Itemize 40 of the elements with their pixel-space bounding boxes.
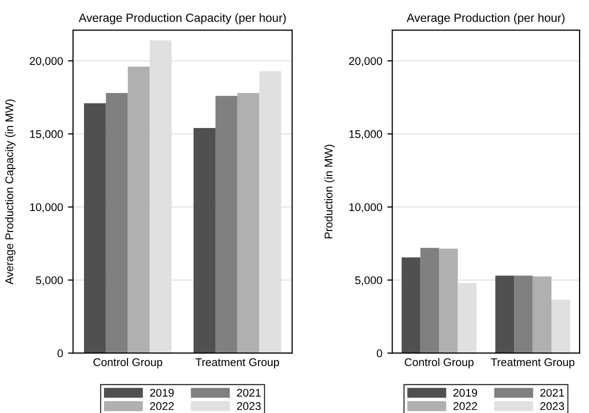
bar (495, 276, 514, 354)
x-tick-label: Treatment Group (490, 358, 574, 368)
bar (420, 248, 440, 354)
y-tick-label: 0 (58, 349, 63, 358)
bar (532, 276, 552, 354)
y-tick-label: 20,000 (349, 57, 382, 66)
bar (84, 103, 106, 354)
y-tick-label: 20,000 (30, 57, 63, 66)
legend-label: 2023 (540, 402, 564, 410)
legend-label: 2021 (237, 388, 261, 397)
bar (402, 257, 420, 354)
bar (551, 300, 570, 354)
y-tick-label: 0 (376, 349, 382, 358)
y-axis-title: Production (in MW) (324, 144, 335, 238)
y-tick-label: 10,000 (30, 203, 63, 212)
y-tick-label: 15,000 (30, 130, 63, 140)
y-tick-label: 15,000 (349, 130, 382, 140)
bar (237, 92, 260, 354)
legend-label: 2019 (453, 388, 478, 397)
x-tick-label: Control Group (93, 358, 162, 368)
legend-label: 2019 (150, 388, 174, 397)
x-tick-label: Control Group (404, 358, 474, 368)
bar (514, 276, 533, 354)
bar (215, 96, 238, 354)
bar (128, 66, 150, 354)
y-tick-label: 10,000 (349, 203, 382, 212)
legend-label: 2023 (237, 402, 261, 410)
legend-label: 2022 (150, 402, 174, 410)
chart-title: Average Production Capacity (per hour) (78, 13, 286, 24)
bar (194, 128, 216, 354)
y-tick-label: 5,000 (355, 276, 382, 286)
chart-title: Average Production (per hour) (406, 13, 564, 24)
x-tick-label: Treatment Group (196, 358, 279, 368)
y-axis-title: Average Production Capacity (in MW) (5, 99, 16, 284)
legend-label: 2021 (540, 388, 564, 397)
bar (458, 282, 477, 354)
y-tick-label: 5,000 (36, 276, 63, 286)
bar (106, 92, 128, 354)
bar (439, 248, 458, 354)
legend-label: 2022 (453, 402, 478, 410)
